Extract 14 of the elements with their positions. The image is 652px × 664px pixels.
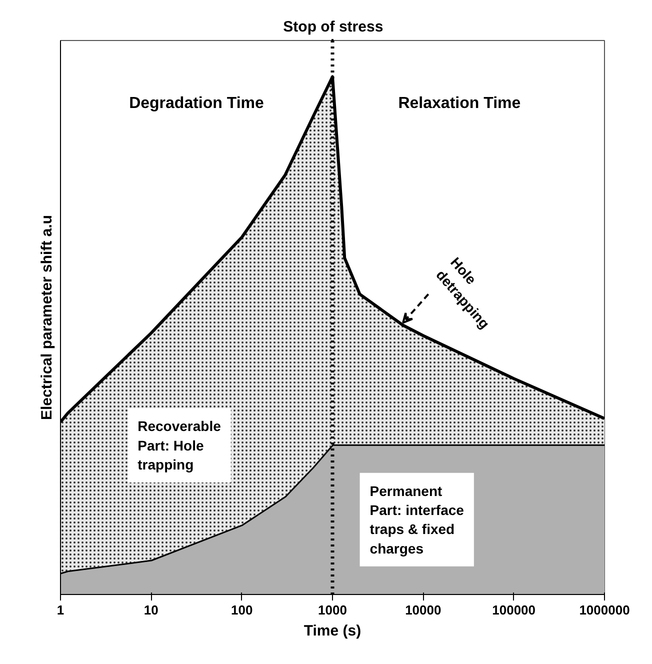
x-tick-label: 100 — [230, 602, 253, 618]
x-tick-label: 100000 — [492, 602, 536, 618]
annotation: Degradation Time — [129, 94, 264, 112]
annotation: Recoverable Part: Hole trapping — [138, 418, 222, 473]
y-axis-title: Electrical parameter shift a.u — [38, 214, 56, 420]
annotation: Permanent Part: interface traps & fixed charges — [370, 482, 464, 556]
annotation: Relaxation Time — [398, 94, 521, 112]
x-axis-title: Time (s) — [304, 622, 362, 640]
ref-line-label: Stop of stress — [283, 18, 384, 36]
x-tick-label: 1000000 — [579, 602, 630, 618]
x-tick-label: 1000 — [318, 602, 347, 618]
x-tick-label: 1 — [56, 602, 64, 618]
x-tick-label: 10 — [144, 602, 158, 618]
x-tick-label: 10000 — [405, 602, 442, 618]
